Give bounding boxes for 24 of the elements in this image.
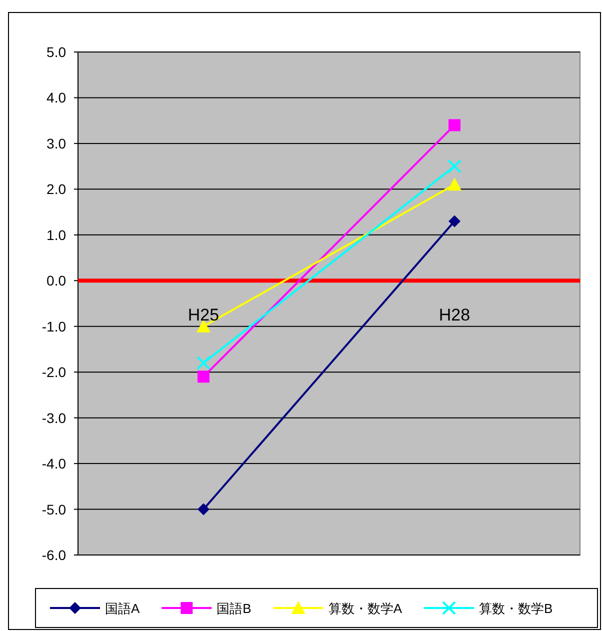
y-tick-label: 4.0 <box>46 90 66 106</box>
y-tick-label: 2.0 <box>46 181 66 198</box>
y-tick-label: -6.0 <box>42 547 66 563</box>
point <box>198 503 210 516</box>
point <box>196 356 210 370</box>
point <box>198 370 210 383</box>
legend-label: 国語A <box>105 601 140 616</box>
y-tick-label: 3.0 <box>46 135 66 152</box>
y-tick-label: -1.0 <box>42 318 66 334</box>
y-tick-label: -3.0 <box>42 410 66 426</box>
point <box>448 159 462 174</box>
x-tick-label: H28 <box>438 306 470 325</box>
legend-label: 国語B <box>216 601 252 616</box>
point <box>448 215 460 228</box>
y-tick-label: 0.0 <box>46 272 66 289</box>
y-tick-label: -4.0 <box>42 456 66 472</box>
legend-label: 算数・数学A <box>328 601 402 616</box>
x-tick-label: H25 <box>188 306 220 325</box>
y-tick-label: -5.0 <box>42 501 66 518</box>
point <box>448 119 460 132</box>
y-tick-label: 1.0 <box>46 226 66 243</box>
y-tick-label: -2.0 <box>42 364 66 380</box>
legend-label: 算数・数学B <box>479 601 553 616</box>
y-tick-label: 5.0 <box>46 44 66 60</box>
